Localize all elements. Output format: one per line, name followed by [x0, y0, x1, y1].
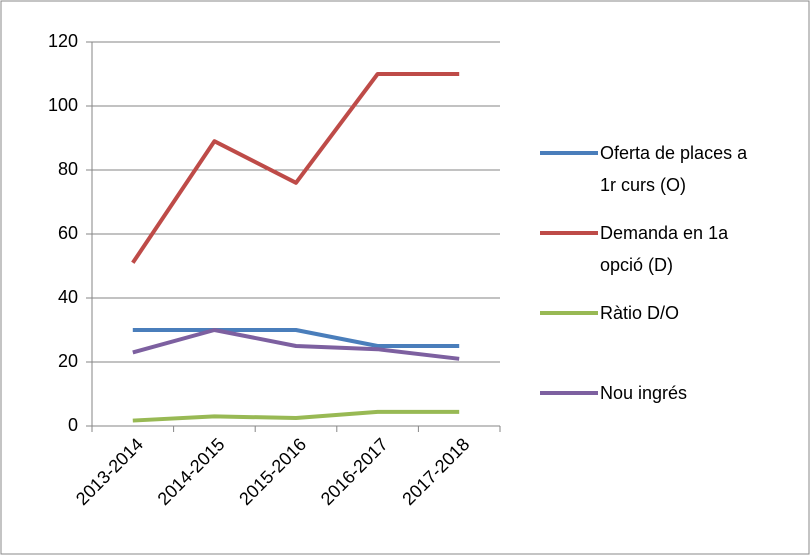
- y-tick-label: 0: [68, 415, 78, 435]
- y-tick-label: 100: [48, 95, 78, 115]
- y-tick-label: 40: [58, 287, 78, 307]
- series-line: [132, 409, 460, 423]
- legend-label: Demanda en 1a opció (D): [600, 223, 729, 275]
- y-tick-label: 60: [58, 223, 78, 243]
- series-line: [132, 328, 460, 348]
- series-line: [131, 72, 460, 264]
- legend-label: Oferta de places a 1r curs (O): [600, 143, 748, 195]
- y-tick-label: 80: [58, 159, 78, 179]
- legend-label: Nou ingrés: [600, 383, 688, 403]
- series-line: [132, 328, 460, 361]
- y-tick-label: 20: [58, 351, 78, 371]
- legend-label: Ràtio D/O: [600, 303, 680, 323]
- y-tick-label: 120: [48, 31, 78, 51]
